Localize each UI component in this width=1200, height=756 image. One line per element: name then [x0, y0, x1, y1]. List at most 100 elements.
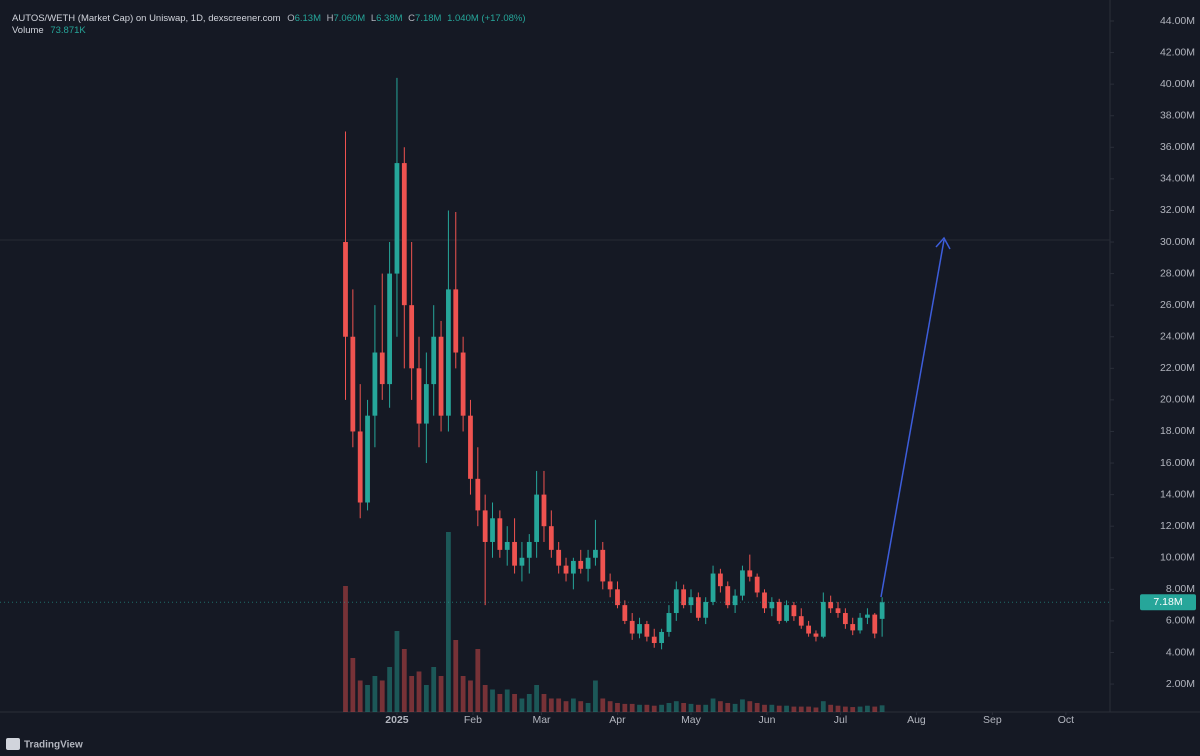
candle-body — [446, 289, 451, 416]
volume-bar — [835, 705, 841, 712]
candle-body — [747, 570, 753, 577]
y-tick-label: 18.00M — [1160, 425, 1195, 437]
y-tick-label: 4.00M — [1166, 646, 1195, 658]
candle-body — [475, 478, 481, 511]
candle-body — [468, 415, 473, 479]
candle-body — [865, 614, 870, 618]
candle-body — [534, 494, 540, 542]
h-value: 7.060M — [334, 13, 366, 24]
volume-bar — [519, 698, 525, 712]
volume-bar — [460, 676, 466, 712]
arrow-line — [880, 239, 945, 598]
volume-bar — [438, 676, 444, 712]
y-tick-label: 20.00M — [1160, 394, 1195, 406]
candle-body — [343, 242, 348, 337]
candle-body — [497, 518, 503, 550]
candle-body — [570, 560, 576, 574]
y-tick-label: 44.00M — [1160, 15, 1195, 27]
candle-body — [482, 510, 488, 542]
volume-bar — [673, 701, 679, 712]
volume-bar — [703, 704, 709, 712]
candle-body — [629, 620, 635, 634]
volume-bar — [695, 704, 701, 712]
candle-body — [835, 608, 841, 614]
candle-body — [357, 431, 363, 503]
candle-body — [423, 384, 429, 424]
candle-body — [813, 633, 819, 637]
volume-bar — [776, 705, 782, 712]
volume-bar — [607, 701, 613, 712]
candle-body — [762, 592, 767, 609]
volume-bar — [740, 699, 745, 712]
candle-body — [578, 560, 584, 569]
candle-body — [688, 597, 694, 606]
volume-bar — [600, 698, 606, 712]
x-tick-label: Aug — [907, 714, 926, 726]
volume-bar — [725, 703, 731, 712]
candle-body — [416, 368, 422, 424]
y-tick-label: 8.00M — [1166, 583, 1195, 595]
volume-bar — [394, 631, 400, 712]
candle-body — [725, 586, 731, 606]
candle-body — [615, 589, 620, 606]
y-tick-label: 38.00M — [1160, 110, 1195, 122]
c-value: 7.18M — [415, 13, 441, 24]
volume-bar — [357, 680, 363, 712]
x-tick-label: Apr — [609, 714, 626, 726]
volume-bar — [828, 704, 834, 712]
candle-body — [526, 541, 532, 558]
candle-body — [519, 557, 525, 566]
volume-bar — [710, 698, 716, 712]
l-value: 6.38M — [376, 13, 402, 24]
volume-bar — [769, 704, 775, 712]
candle-body — [740, 570, 745, 596]
volume-key: Volume — [12, 25, 44, 36]
candle-body — [666, 613, 672, 632]
volume-bar — [842, 706, 848, 712]
symbol: AUTOS/WETH (Market Cap) on Uniswap, 1D, … — [12, 13, 281, 24]
volume-line: Volume 73.871K — [12, 25, 86, 36]
volume-bar — [754, 703, 760, 712]
volume-bar — [578, 701, 584, 712]
legend-line: AUTOS/WETH (Market Cap) on Uniswap, 1D, … — [12, 13, 526, 24]
candle-body — [548, 526, 554, 550]
candle-body — [401, 163, 407, 306]
candle-body — [490, 518, 495, 542]
candle-body — [365, 415, 370, 503]
volume-bar — [879, 705, 885, 712]
volume-bar — [401, 649, 407, 712]
volume-bar — [504, 689, 510, 712]
volume-bar — [732, 703, 738, 712]
volume-bar — [409, 676, 415, 712]
volume-bar — [747, 701, 753, 712]
y-tick-label: 26.00M — [1160, 299, 1195, 311]
y-tick-label: 16.00M — [1160, 457, 1195, 469]
volume-bar — [475, 649, 481, 712]
volume-bar — [813, 707, 819, 712]
y-tick-label: 24.00M — [1160, 331, 1195, 343]
candle-body — [637, 624, 642, 634]
candle-body — [387, 273, 392, 385]
y-tick-label: 42.00M — [1160, 46, 1195, 58]
x-tick-label: Mar — [532, 714, 551, 726]
candle-body — [600, 549, 606, 582]
plot — [0, 77, 1110, 712]
volume-bar — [541, 694, 547, 712]
volume-bar — [526, 694, 532, 712]
candle-body — [718, 573, 723, 587]
volume-bar — [453, 640, 459, 712]
candle-body — [460, 352, 466, 416]
volume-bar — [350, 658, 356, 712]
h-key: H — [327, 13, 334, 24]
candle-body — [791, 605, 797, 617]
candle-body — [563, 565, 569, 574]
x-tick-label: Sep — [983, 714, 1002, 726]
volume-bar — [637, 704, 642, 712]
candle-body — [776, 601, 782, 621]
volume-bar — [423, 685, 429, 712]
volume-bar — [570, 698, 576, 712]
x-tick-label: Jun — [758, 714, 775, 726]
candle-body — [350, 336, 356, 432]
candle-body — [806, 625, 811, 634]
volume-bar — [365, 685, 370, 712]
